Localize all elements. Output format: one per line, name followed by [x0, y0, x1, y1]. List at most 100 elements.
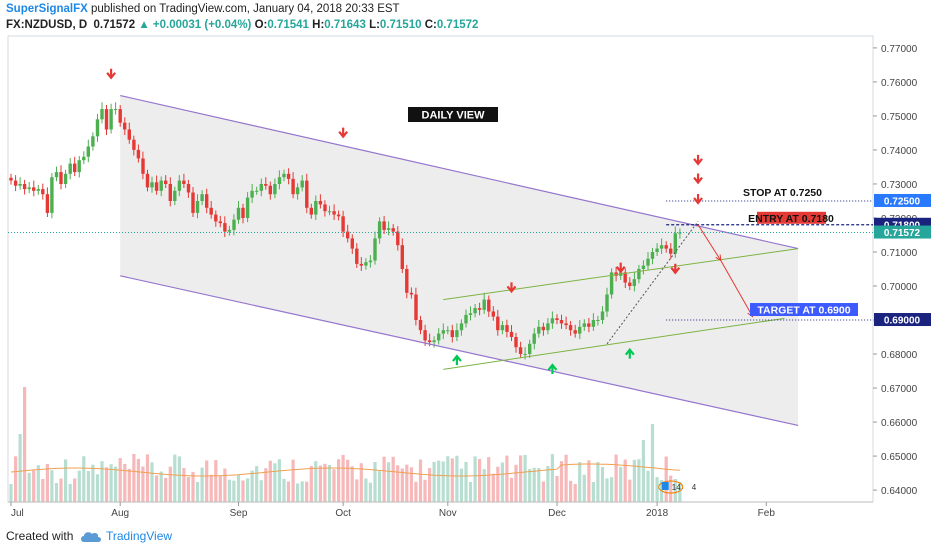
candle-body[interactable]	[609, 272, 614, 295]
candle-body[interactable]	[600, 311, 605, 321]
candle-body[interactable]	[273, 184, 277, 195]
candle-body[interactable]	[673, 233, 677, 254]
candle-body[interactable]	[277, 177, 282, 184]
candle-body[interactable]	[532, 333, 536, 344]
candle-body[interactable]	[523, 354, 527, 355]
candle-body[interactable]	[13, 180, 18, 186]
candle-body[interactable]	[418, 320, 423, 331]
candle-body[interactable]	[250, 190, 254, 198]
candle-body[interactable]	[400, 245, 404, 269]
candle-body[interactable]	[77, 160, 81, 173]
candle-body[interactable]	[373, 238, 377, 261]
candle-body[interactable]	[491, 311, 495, 317]
dotted-trend-line[interactable]	[606, 221, 699, 345]
candle-body[interactable]	[509, 331, 514, 337]
candle-body[interactable]	[591, 320, 596, 327]
candle-body[interactable]	[164, 180, 168, 184]
candle-body[interactable]	[455, 330, 459, 337]
candle-body[interactable]	[541, 326, 545, 331]
candle-body[interactable]	[500, 325, 505, 331]
candle-body[interactable]	[596, 320, 600, 321]
candle-body[interactable]	[655, 248, 659, 252]
candle-body[interactable]	[314, 201, 318, 215]
candle-body[interactable]	[309, 207, 313, 215]
candle-body[interactable]	[59, 172, 63, 184]
author-name[interactable]: SuperSignalFX	[6, 3, 88, 15]
candle-body[interactable]	[264, 184, 268, 186]
candle-body[interactable]	[623, 272, 627, 283]
candle-body[interactable]	[245, 197, 250, 218]
candle-body[interactable]	[441, 330, 445, 334]
candle-body[interactable]	[505, 325, 509, 332]
candle-body[interactable]	[123, 122, 127, 130]
candle-body[interactable]	[54, 172, 59, 178]
candle-body[interactable]	[91, 136, 95, 147]
candle-body[interactable]	[537, 326, 541, 334]
candle-body[interactable]	[450, 330, 454, 337]
candle-body[interactable]	[295, 187, 300, 195]
candle-body[interactable]	[227, 229, 232, 232]
candle-body[interactable]	[218, 221, 222, 224]
candle-body[interactable]	[568, 325, 573, 331]
candle-body[interactable]	[487, 299, 491, 312]
candle-body[interactable]	[628, 282, 632, 286]
candle-body[interactable]	[282, 173, 286, 178]
candle-body[interactable]	[104, 109, 109, 130]
candle-body[interactable]	[678, 232, 682, 234]
candle-body[interactable]	[323, 204, 327, 212]
projection-line[interactable]	[720, 260, 754, 317]
candle-body[interactable]	[36, 189, 40, 191]
candle-body[interactable]	[550, 318, 555, 324]
candle-body[interactable]	[9, 177, 13, 181]
candle-body[interactable]	[141, 158, 145, 174]
candle-body[interactable]	[518, 347, 523, 354]
candle-body[interactable]	[182, 180, 186, 184]
candle-body[interactable]	[300, 180, 304, 188]
candle-body[interactable]	[364, 262, 368, 266]
candle-body[interactable]	[587, 323, 591, 327]
candle-body[interactable]	[327, 211, 332, 213]
candle-body[interactable]	[341, 216, 345, 232]
candle-body[interactable]	[464, 314, 468, 324]
candle-body[interactable]	[168, 184, 172, 201]
candle-body[interactable]	[50, 177, 54, 213]
candle-body[interactable]	[109, 109, 113, 130]
events-badge-icon[interactable]	[658, 480, 684, 494]
candle-body[interactable]	[241, 207, 245, 218]
candle-body[interactable]	[350, 238, 354, 249]
candle-body[interactable]	[346, 231, 350, 239]
candle-body[interactable]	[614, 272, 618, 276]
candle-body[interactable]	[427, 340, 432, 343]
candle-body[interactable]	[232, 219, 236, 230]
candle-body[interactable]	[154, 182, 159, 191]
candle-body[interactable]	[45, 194, 50, 213]
candle-body[interactable]	[637, 269, 641, 280]
candle-body[interactable]	[177, 180, 182, 191]
candle-body[interactable]	[359, 263, 363, 266]
candle-body[interactable]	[18, 184, 22, 186]
candle-body[interactable]	[150, 182, 154, 188]
wedge-lower-line[interactable]	[443, 317, 785, 370]
candle-body[interactable]	[127, 129, 131, 140]
candle-body[interactable]	[195, 201, 200, 213]
candle-body[interactable]	[305, 180, 309, 208]
candle-body[interactable]	[68, 163, 72, 174]
candle-body[interactable]	[632, 279, 636, 286]
candle-body[interactable]	[27, 187, 31, 190]
channel-upper-line[interactable]	[120, 94, 799, 250]
candle-body[interactable]	[659, 245, 664, 249]
candle-body[interactable]	[437, 333, 441, 341]
price-chart[interactable]: DAILY VIEW STOP AT 0.7250 ENTRY AT 0.7180 T…	[0, 0, 932, 526]
candle-body[interactable]	[496, 316, 500, 331]
candle-body[interactable]	[100, 109, 104, 120]
candle-body[interactable]	[336, 214, 341, 217]
candle-body[interactable]	[159, 180, 163, 191]
candle-body[interactable]	[223, 223, 227, 232]
candle-body[interactable]	[605, 294, 609, 312]
candle-body[interactable]	[423, 330, 427, 341]
candle-body[interactable]	[405, 269, 409, 293]
candle-body[interactable]	[286, 173, 291, 179]
candle-body[interactable]	[646, 258, 650, 266]
candle-body[interactable]	[409, 292, 414, 295]
candle-body[interactable]	[332, 211, 336, 215]
